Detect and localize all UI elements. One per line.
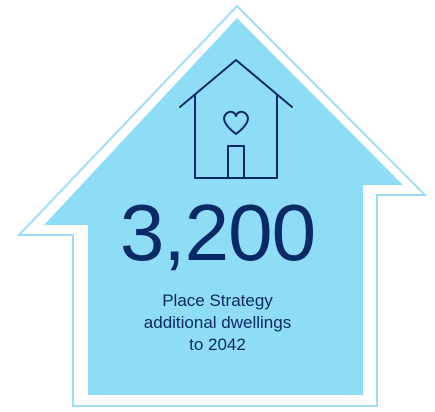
house-heart-icon — [179, 59, 293, 179]
caption-line-2: additional dwellings — [143, 313, 292, 332]
caption-line-1: Place Strategy — [162, 291, 273, 310]
caption: Place Strategy additional dwellings to 2… — [0, 290, 435, 356]
caption-line-3: to 2042 — [189, 335, 246, 354]
house-fill — [44, 18, 403, 395]
dwellings-count: 3,200 — [119, 188, 316, 277]
